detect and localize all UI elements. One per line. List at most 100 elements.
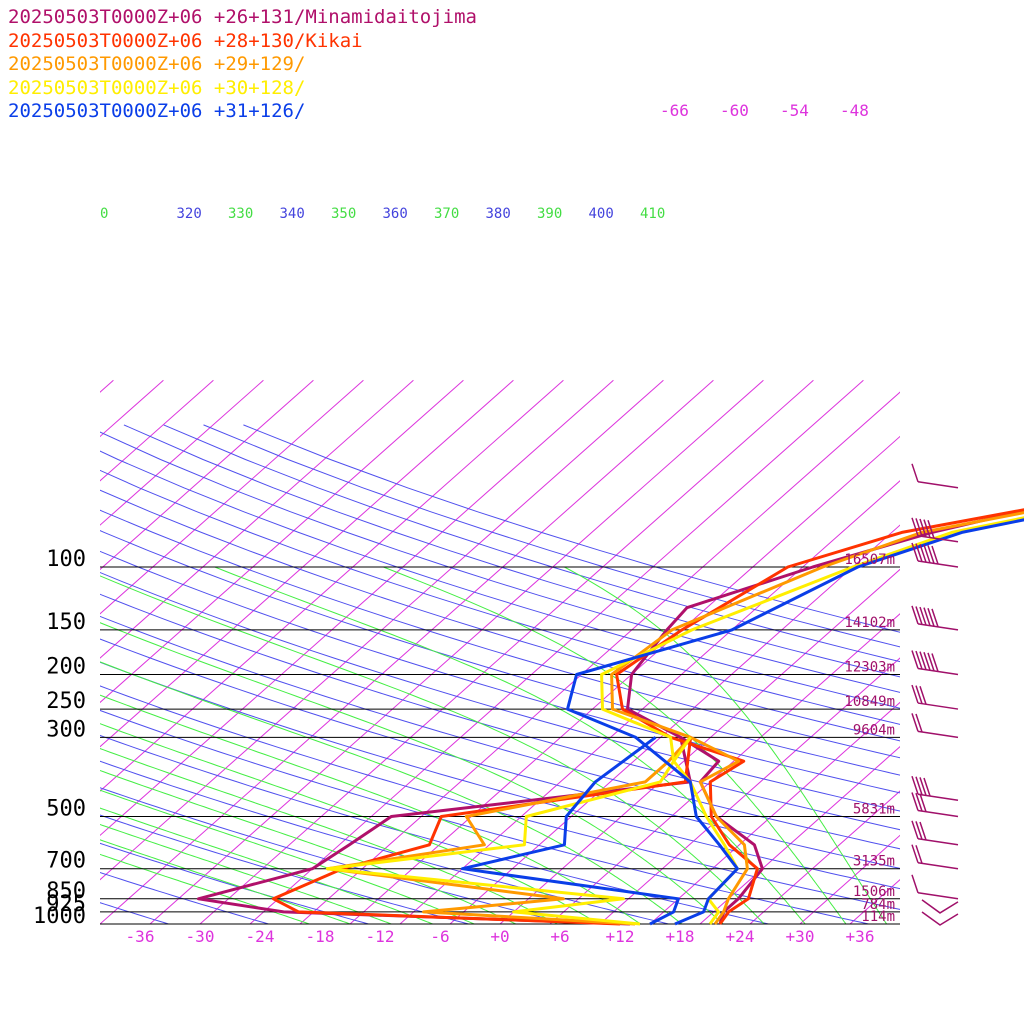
sounding-series [196, 508, 1024, 926]
wind-barb-flag [915, 792, 923, 812]
moist-adiabat-line [100, 575, 765, 924]
isotherm-line [0, 380, 63, 924]
pressure-label: 500 [46, 797, 86, 822]
isotherm-line [549, 613, 900, 924]
isotherm-line [100, 379, 264, 526]
wind-barb-flag [915, 650, 923, 670]
x-tick-label: +30 [786, 927, 815, 946]
moist-adiabat-line [100, 622, 724, 924]
theta-label: 340 [280, 206, 305, 222]
dry-adiabat-line [100, 450, 900, 709]
wind-barb-flag [919, 777, 927, 796]
moist-adiabat-line [383, 566, 847, 924]
isotherm-line [100, 379, 114, 393]
dewpoint-line [325, 736, 692, 926]
pressure-label: 700 [46, 849, 86, 874]
dry-adiabat-line [100, 530, 900, 776]
dewpoint-line [460, 736, 680, 926]
temperature-line [566, 518, 1024, 926]
temperature-line [610, 511, 1024, 925]
moist-adiabat-line [100, 661, 683, 924]
legend-item: 20250503T0000Z+06 +29+129/ [8, 53, 306, 75]
wind-barb-flag [911, 775, 919, 795]
wind-barb-flag [927, 545, 935, 564]
wind-barb [917, 481, 959, 489]
wind-barb-flag [915, 713, 923, 733]
wind-barb-flag [931, 608, 939, 628]
wind-barb-flag [923, 777, 931, 797]
moist-adiabat-line [100, 748, 559, 924]
temperature-line [600, 516, 1024, 925]
legend-item: 20250503T0000Z+06 +30+128/ [8, 76, 306, 99]
isotherm-line [100, 379, 664, 881]
pressure-label: 100 [46, 547, 86, 572]
wind-barb-flag [915, 543, 923, 562]
isotherm-line [100, 379, 714, 924]
height-label: 14102m [844, 615, 895, 631]
wind-barb-flag [923, 607, 931, 626]
isotherm-line [100, 379, 514, 748]
x-tick-label: -6 [430, 927, 449, 946]
isotherm-line [100, 379, 164, 438]
axis-labels: 100 16507m 150 14102m 200 12303m 250 10849m 300 9… [33, 547, 895, 946]
wind-barb-flag [919, 821, 927, 841]
wind-barb [917, 838, 959, 846]
wind-barb-flag [911, 792, 919, 811]
wind-barb-flag [919, 651, 927, 670]
moist-adiabat-line [564, 566, 888, 924]
isotherm-line [100, 379, 614, 837]
isotherm-line [699, 746, 900, 924]
isotherm-line [100, 379, 214, 482]
wind-barb [917, 809, 959, 818]
wind-barb [917, 730, 959, 739]
moist-adiabat-line [100, 694, 642, 924]
wind-barb-flag [923, 544, 931, 564]
wind-barb-flag [915, 518, 923, 537]
isotherm-label: -60 [720, 101, 749, 120]
height-label: 784m [861, 897, 895, 913]
dry-adiabat-line [100, 871, 271, 924]
dry-adiabat-line [100, 615, 900, 850]
wind-barb-flag [911, 874, 919, 894]
isotherm-line [399, 480, 900, 924]
theta-label: 390 [537, 206, 562, 222]
isotherm-line [749, 790, 900, 924]
wind-barb-flag [911, 650, 919, 669]
pressure-label: 925 [46, 892, 86, 917]
wind-barb-flag [923, 652, 931, 671]
wind-barb [921, 911, 959, 926]
wind-barb [917, 702, 959, 710]
moist-adiabat-line [214, 566, 806, 924]
isotherm-grid [0, 379, 900, 924]
wind-barb [917, 535, 959, 543]
dry-adiabat-line [100, 814, 471, 924]
wind-barb-flag [911, 820, 919, 840]
pressure-label: 1000 [33, 904, 86, 929]
theta-label: 350 [331, 206, 356, 222]
x-tick-label: +6 [550, 927, 569, 946]
height-label: 3135m [853, 854, 895, 870]
dry-adiabat-line [100, 571, 900, 812]
theta-label: 330 [228, 206, 253, 222]
wind-barb-flag [915, 685, 923, 704]
dry-adiabat-line [100, 787, 571, 924]
dewpoint-line [325, 736, 692, 926]
wind-barb-flag [931, 545, 939, 565]
legend-item: 20250503T0000Z+06 +28+130/Kikai [8, 29, 363, 52]
moist-adiabat-line [100, 723, 600, 924]
wind-barb-flag [919, 793, 927, 812]
isotherm-line [100, 379, 314, 571]
dry-adiabat-line [100, 842, 371, 924]
x-tick-label: +0 [490, 927, 509, 946]
wind-barb-flag [915, 845, 923, 864]
dry-adiabat-line [100, 431, 900, 693]
wind-barb-flag [927, 608, 935, 627]
x-tick-label: -12 [366, 927, 395, 946]
pressure-label: 300 [46, 717, 86, 742]
legend-item: 20250503T0000Z+06 +31+126/ [8, 100, 306, 122]
wind-barb-flag [931, 653, 939, 672]
isotherm-label: -48 [840, 101, 869, 120]
height-label: 10849m [844, 694, 895, 710]
wind-barb-flag [915, 821, 923, 840]
